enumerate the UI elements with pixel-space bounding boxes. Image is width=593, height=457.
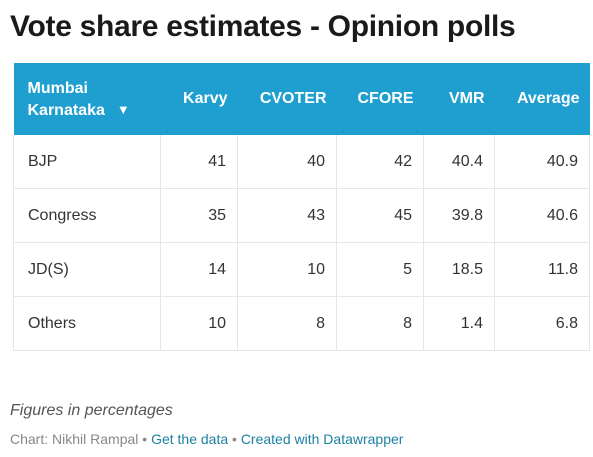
karvy-cell: 41 bbox=[160, 135, 238, 189]
table-row: BJP 41 40 42 40.4 40.9 bbox=[13, 135, 590, 189]
karvy-cell: 35 bbox=[160, 188, 238, 243]
column-header-karvy[interactable]: Karvy bbox=[160, 63, 238, 135]
party-cell: Others bbox=[13, 296, 161, 351]
table-row: Others 10 8 8 1.4 6.8 bbox=[13, 296, 590, 351]
column-header-region[interactable]: Mumbai Karnataka ▼ bbox=[13, 63, 161, 135]
vmr-cell: 40.4 bbox=[423, 135, 495, 189]
average-cell: 40.6 bbox=[494, 188, 590, 243]
cvoter-cell: 43 bbox=[237, 188, 337, 243]
party-cell: JD(S) bbox=[13, 242, 161, 297]
cfore-cell: 45 bbox=[336, 188, 424, 243]
cfore-cell: 5 bbox=[336, 242, 424, 297]
sort-descending-icon[interactable]: ▼ bbox=[116, 101, 130, 117]
column-header-vmr[interactable]: VMR bbox=[423, 63, 495, 135]
credit-separator: • bbox=[138, 431, 152, 447]
karvy-cell: 14 bbox=[160, 242, 238, 297]
table-row: JD(S) 14 10 5 18.5 11.8 bbox=[13, 242, 590, 297]
cvoter-cell: 40 bbox=[237, 135, 337, 189]
poll-table: Mumbai Karnataka ▼ Karvy CVOTER CFORE VMR… bbox=[13, 63, 590, 351]
column-header-region-line1: Mumbai bbox=[27, 79, 88, 97]
get-the-data-link[interactable]: Get the data bbox=[151, 431, 229, 447]
table-row: Congress 35 43 45 39.8 40.6 bbox=[13, 188, 590, 243]
column-header-cfore[interactable]: CFORE bbox=[336, 63, 424, 135]
column-header-cvoter[interactable]: CVOTER bbox=[237, 63, 337, 135]
party-cell: BJP bbox=[13, 135, 161, 189]
column-header-average[interactable]: Average bbox=[494, 63, 590, 135]
vmr-cell: 18.5 bbox=[423, 242, 495, 297]
chart-credit: Chart: Nikhil Rampal • Get the data • Cr… bbox=[10, 431, 403, 447]
figures-note: Figures in percentages bbox=[10, 402, 173, 419]
average-cell: 11.8 bbox=[494, 242, 590, 297]
party-cell: Congress bbox=[13, 188, 161, 243]
cvoter-cell: 8 bbox=[237, 296, 337, 351]
column-header-region-line2: Karnataka bbox=[27, 101, 105, 119]
credit-author: Chart: Nikhil Rampal bbox=[10, 431, 139, 447]
vmr-cell: 1.4 bbox=[423, 296, 495, 351]
vmr-cell: 39.8 bbox=[423, 188, 495, 243]
datawrapper-link[interactable]: Created with Datawrapper bbox=[240, 431, 404, 447]
average-cell: 6.8 bbox=[494, 296, 590, 351]
cvoter-cell: 10 bbox=[237, 242, 337, 297]
credit-separator: • bbox=[228, 431, 241, 447]
table-header-row: Mumbai Karnataka ▼ Karvy CVOTER CFORE VMR… bbox=[13, 63, 590, 135]
karvy-cell: 10 bbox=[160, 296, 238, 351]
average-cell: 40.9 bbox=[494, 135, 590, 189]
cfore-cell: 8 bbox=[336, 296, 424, 351]
chart-title: Vote share estimates - Opinion polls bbox=[10, 10, 516, 43]
cfore-cell: 42 bbox=[336, 135, 424, 189]
